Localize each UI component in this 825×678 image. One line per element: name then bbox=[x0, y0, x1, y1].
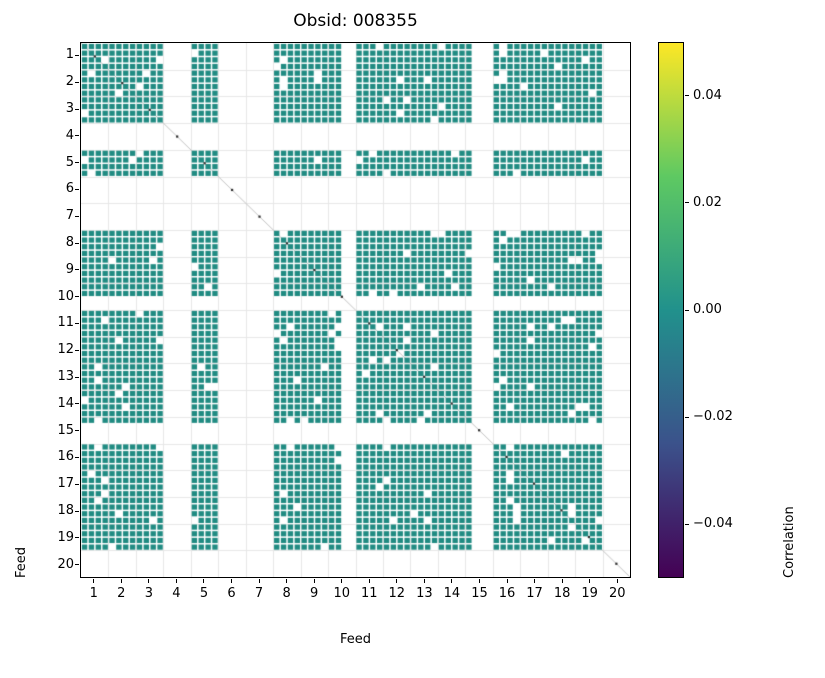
y-tick-label: 3 bbox=[65, 101, 74, 116]
x-tick-label: 2 bbox=[117, 586, 126, 601]
x-tick-mark bbox=[423, 579, 425, 583]
x-axis-label: Feed bbox=[339, 632, 371, 647]
x-tick-label: 13 bbox=[416, 586, 433, 601]
x-tick-mark bbox=[148, 579, 150, 583]
y-tick-mark bbox=[75, 430, 79, 432]
x-tick-label: 11 bbox=[360, 586, 378, 601]
x-tick-mark bbox=[478, 579, 480, 583]
x-tick-mark bbox=[341, 579, 343, 583]
y-tick-mark bbox=[75, 456, 79, 458]
y-tick-label: 14 bbox=[57, 395, 74, 411]
x-tick-label: 7 bbox=[254, 586, 264, 601]
x-tick-label: 18 bbox=[553, 586, 571, 601]
y-tick-label: 9 bbox=[65, 261, 74, 277]
y-tick-label: 6 bbox=[65, 181, 74, 197]
y-tick-label: 11 bbox=[57, 315, 74, 331]
y-tick-label: 13 bbox=[57, 369, 74, 384]
colorbar-tick-label: 0.00 bbox=[693, 302, 722, 317]
y-tick-mark bbox=[75, 108, 79, 110]
y-tick-mark bbox=[75, 188, 79, 190]
y-tick-mark bbox=[75, 269, 79, 271]
colorbar-tick-mark bbox=[685, 523, 689, 525]
x-tick-mark bbox=[120, 579, 122, 583]
colorbar-tick-mark bbox=[685, 416, 689, 418]
y-tick-label: 12 bbox=[57, 342, 74, 358]
y-tick-label: 16 bbox=[57, 449, 74, 465]
x-tick-mark bbox=[561, 579, 563, 583]
colorbar-tick-mark bbox=[685, 202, 689, 204]
y-tick-label: 10 bbox=[57, 288, 74, 304]
colorbar-gradient bbox=[659, 43, 683, 577]
colorbar-tick-label: 0.04 bbox=[693, 87, 722, 103]
x-tick-label: 1 bbox=[89, 586, 98, 601]
y-tick-label: 7 bbox=[65, 208, 74, 224]
y-tick-mark bbox=[75, 215, 79, 217]
y-tick-mark bbox=[75, 376, 79, 378]
y-tick-mark bbox=[75, 510, 79, 512]
x-tick-mark bbox=[231, 579, 233, 583]
colorbar-tick-label: −0.04 bbox=[693, 516, 733, 532]
colorbar-tick-label: 0.02 bbox=[693, 194, 722, 210]
y-tick-label: 19 bbox=[57, 529, 74, 545]
colorbar-tick-mark bbox=[685, 95, 689, 97]
colorbar-label: Correlation bbox=[782, 506, 797, 578]
x-tick-label: 12 bbox=[388, 586, 406, 601]
y-axis-label: Feed bbox=[14, 546, 29, 578]
x-tick-label: 8 bbox=[282, 586, 291, 601]
x-tick-mark bbox=[589, 579, 591, 583]
x-tick-mark bbox=[313, 579, 315, 583]
x-tick-label: 15 bbox=[471, 586, 488, 601]
x-tick-label: 20 bbox=[608, 586, 626, 601]
colorbar bbox=[658, 42, 684, 578]
x-tick-mark bbox=[93, 579, 95, 583]
y-tick-mark bbox=[75, 81, 79, 83]
x-tick-mark bbox=[534, 579, 536, 583]
y-tick-mark bbox=[75, 322, 79, 324]
colorbar-tick-label: −0.02 bbox=[693, 409, 733, 425]
x-tick-label: 9 bbox=[310, 586, 319, 601]
y-tick-mark bbox=[75, 54, 79, 56]
y-tick-mark bbox=[75, 162, 79, 164]
x-tick-mark bbox=[506, 579, 508, 583]
x-tick-mark bbox=[368, 579, 370, 583]
heatmap-canvas bbox=[81, 43, 630, 577]
x-tick-label: 5 bbox=[199, 586, 209, 601]
x-tick-mark bbox=[286, 579, 288, 583]
x-tick-mark bbox=[396, 579, 398, 583]
x-tick-label: 10 bbox=[333, 586, 350, 601]
y-tick-mark bbox=[75, 537, 79, 539]
x-tick-label: 4 bbox=[172, 586, 181, 601]
x-tick-label: 3 bbox=[144, 586, 154, 601]
y-tick-mark bbox=[75, 483, 79, 485]
y-tick-label: 2 bbox=[65, 74, 74, 90]
y-tick-mark bbox=[75, 403, 79, 405]
plot-area bbox=[80, 42, 631, 578]
y-tick-mark bbox=[75, 349, 79, 351]
x-tick-label: 14 bbox=[443, 586, 461, 601]
y-tick-label: 15 bbox=[57, 422, 74, 438]
y-tick-mark bbox=[75, 242, 79, 244]
y-tick-mark bbox=[75, 564, 79, 566]
y-tick-label: 8 bbox=[65, 235, 74, 250]
colorbar-tick-mark bbox=[685, 309, 689, 311]
y-tick-mark bbox=[75, 135, 79, 137]
x-tick-label: 17 bbox=[526, 586, 543, 601]
y-tick-label: 17 bbox=[57, 476, 74, 492]
y-tick-label: 4 bbox=[65, 127, 74, 143]
y-tick-label: 5 bbox=[65, 154, 74, 170]
y-tick-label: 20 bbox=[57, 556, 74, 572]
chart-title: Obsid: 008355 bbox=[293, 11, 418, 31]
x-tick-mark bbox=[258, 579, 260, 583]
x-tick-mark bbox=[616, 579, 618, 583]
y-tick-mark bbox=[75, 296, 79, 298]
y-tick-label: 18 bbox=[57, 503, 74, 518]
x-tick-label: 19 bbox=[581, 586, 598, 601]
y-tick-label: 1 bbox=[65, 47, 74, 63]
x-tick-label: 16 bbox=[498, 586, 516, 601]
x-tick-mark bbox=[175, 579, 177, 583]
x-tick-mark bbox=[203, 579, 205, 583]
x-tick-label: 6 bbox=[227, 586, 236, 601]
x-tick-mark bbox=[451, 579, 453, 583]
